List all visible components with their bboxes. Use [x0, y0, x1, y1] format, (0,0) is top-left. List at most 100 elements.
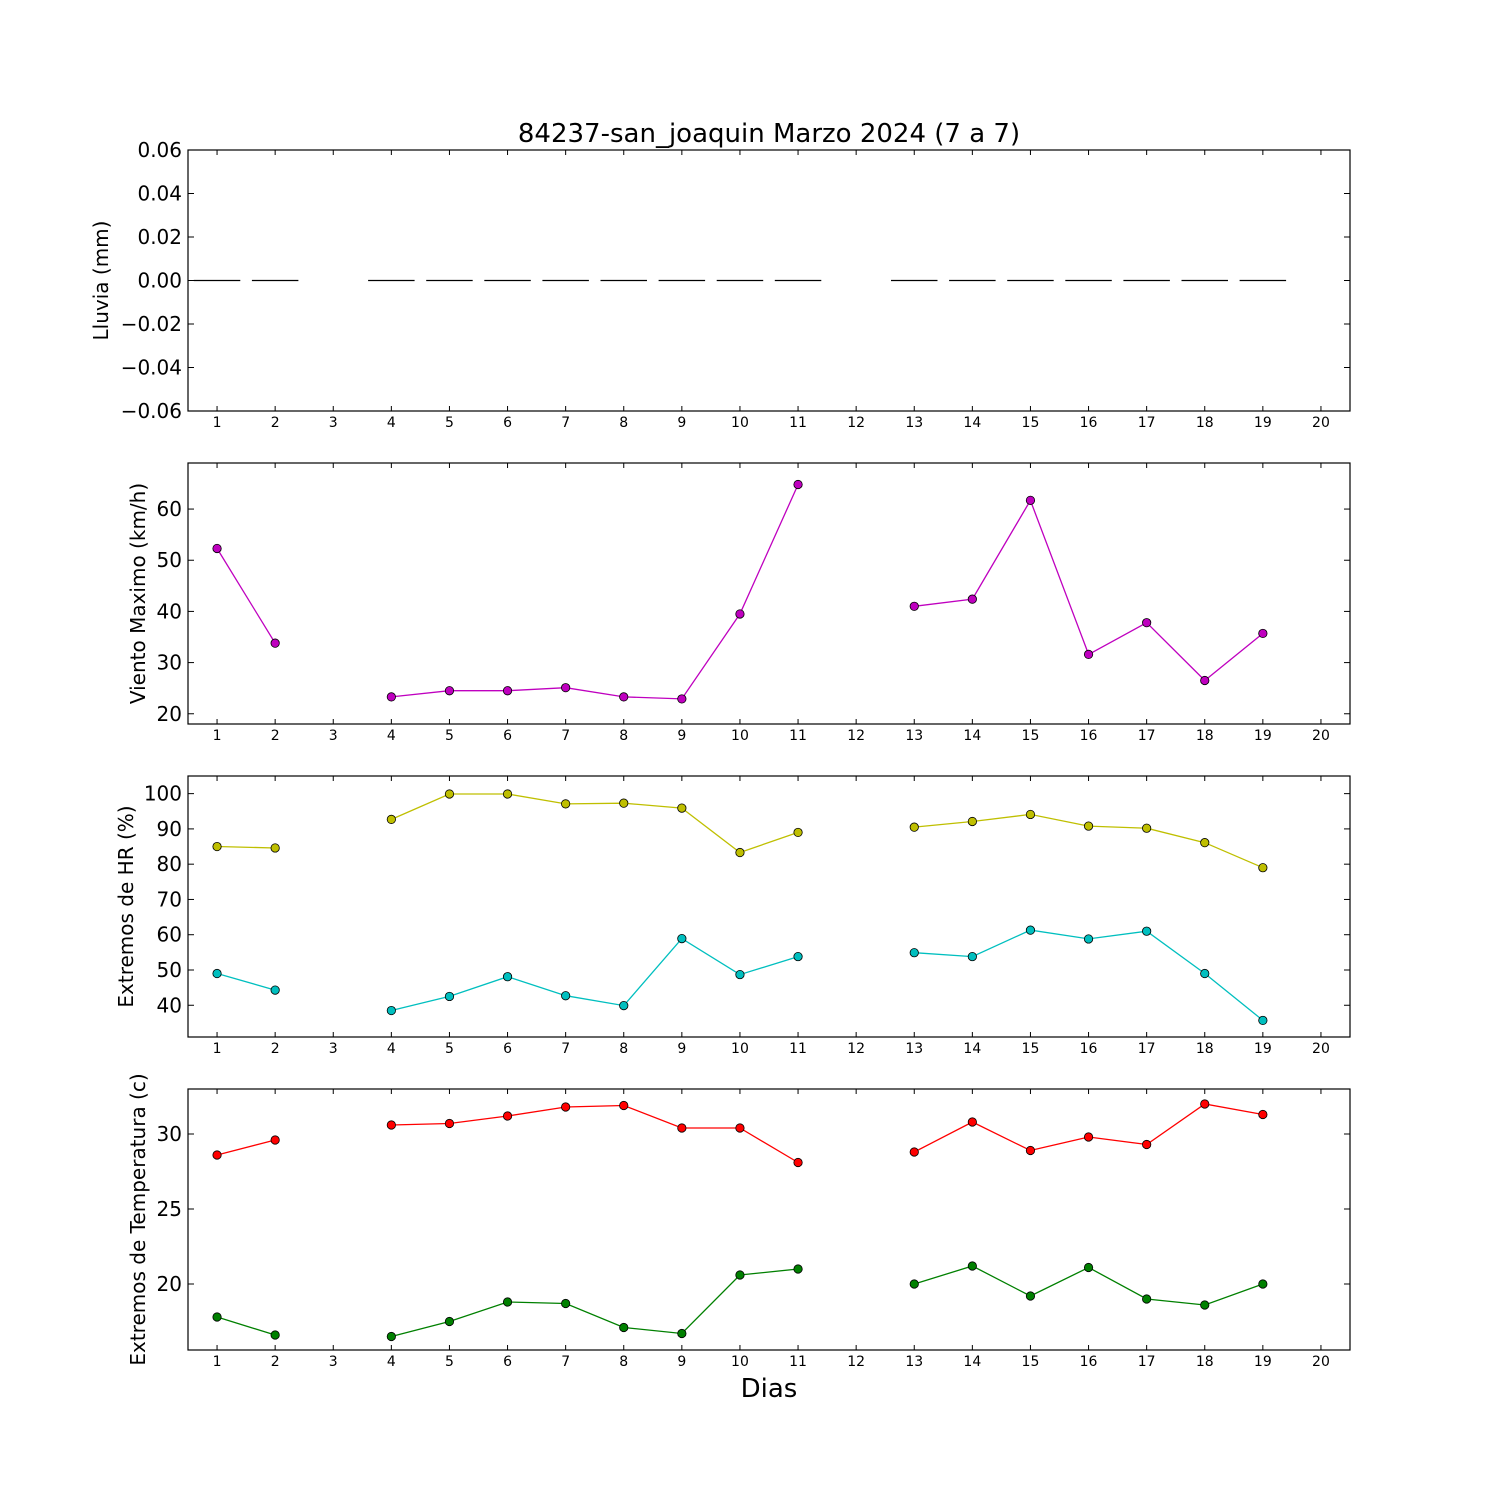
- data-point-series-2-day-15: [1025, 1291, 1036, 1301]
- x-tick-label: 18: [1196, 415, 1214, 431]
- x-tick-label: 17: [1138, 728, 1156, 744]
- data-point-series-2-day-4: [386, 1005, 396, 1016]
- data-point-series-1-day-8: [619, 1100, 629, 1111]
- data-point-series-1-day-19: [1258, 628, 1268, 639]
- x-tick-label: 2: [271, 728, 280, 744]
- panel-4-marks: [212, 1099, 1268, 1342]
- panel-4: 1 2 3 4 5 6 7 8 9 10 11 12 13 14 15 16 17 18 19 20202530Ext…: [126, 1073, 1351, 1404]
- figure-title: 84237-san_joaquin Marzo 2024 (7 a 7): [518, 119, 1020, 149]
- data-point-series-2-day-17: [1142, 1294, 1152, 1304]
- data-point-series-1-day-4: [386, 1120, 396, 1130]
- data-point-series-2-day-14: [967, 951, 977, 962]
- x-tick-label: 6: [503, 1041, 512, 1057]
- data-point-series-1-day-16: [1083, 821, 1094, 831]
- series-line-2-segment-2: [391, 1268, 799, 1338]
- data-point-series-2-day-13: [909, 948, 919, 958]
- data-point-series-1-day-2: [270, 843, 280, 853]
- x-tick-label: 11: [789, 728, 807, 744]
- y-tick-label: −0.04: [121, 356, 182, 380]
- y-tick-label: 100: [144, 782, 182, 806]
- plot-frame: [187, 1088, 1351, 1351]
- y-tick-label: 0.04: [137, 182, 182, 206]
- data-point-series-1-day-15: [1025, 1145, 1036, 1156]
- plot-frame: [187, 462, 1351, 725]
- data-point-series-1-day-17: [1142, 618, 1152, 628]
- x-tick-label: 12: [847, 415, 865, 431]
- x-tick-label: 9: [677, 415, 686, 431]
- x-tick-label: 11: [789, 1041, 807, 1057]
- panel-1: 1 2 3 4 5 6 7 8 9 10 11 12 13 14 15 16 17 18 19 20−0.06−0.0…: [89, 138, 1351, 431]
- y-tick-label: 90: [157, 817, 182, 841]
- data-point-series-1-day-5: [444, 789, 455, 799]
- series-line-1-segment-1: [216, 548, 276, 644]
- x-tick-label: 6: [503, 415, 512, 431]
- data-point-series-1-day-5: [444, 1118, 455, 1129]
- x-tick-label: 1: [213, 415, 222, 431]
- data-point-series-1-day-18: [1200, 838, 1210, 848]
- x-tick-label: 16: [1080, 728, 1098, 744]
- x-tick-label: 7: [561, 728, 570, 744]
- x-tick-label: 20: [1312, 1041, 1330, 1057]
- y-tick-label: 0.00: [137, 269, 182, 293]
- x-tick-label: 9: [677, 728, 686, 744]
- data-point-series-2-day-2: [270, 985, 280, 995]
- x-tick-label: 6: [503, 728, 512, 744]
- y-tick-label: 20: [157, 1272, 182, 1296]
- x-tick-label: 2: [271, 415, 280, 431]
- panel-3-marks: [212, 789, 1268, 1026]
- data-point-series-1-day-15: [1025, 809, 1036, 820]
- x-tick-label: 13: [905, 1354, 923, 1370]
- y-tick-label: 40: [157, 599, 182, 623]
- data-point-series-2-day-18: [1200, 1300, 1210, 1310]
- data-point-series-2-day-10: [735, 969, 745, 980]
- data-point-series-1-day-6: [502, 1111, 513, 1121]
- data-point-series-1-day-15: [1025, 495, 1036, 505]
- data-point-series-2-day-10: [735, 1270, 745, 1280]
- x-tick-label: 18: [1196, 728, 1214, 744]
- data-point-series-1-day-10: [735, 847, 745, 858]
- x-tick-label: 18: [1196, 1041, 1214, 1057]
- x-tick-label: 18: [1196, 1354, 1214, 1370]
- x-tick-label: 20: [1312, 728, 1330, 744]
- data-point-series-1-day-7: [561, 683, 571, 693]
- x-tick-label: 9: [677, 1354, 686, 1370]
- x-tick-label: 3: [329, 728, 338, 744]
- data-point-series-1-day-8: [619, 692, 629, 702]
- y-axis-label: Extremos de Temperatura (c): [126, 1073, 150, 1365]
- x-tick-label: 19: [1254, 1041, 1272, 1057]
- data-point-series-2-day-4: [386, 1331, 396, 1342]
- x-tick-label: 13: [905, 415, 923, 431]
- data-point-series-2-day-16: [1083, 934, 1094, 944]
- data-point-series-2-day-1: [212, 968, 222, 979]
- panel-2: 1 2 3 4 5 6 7 8 9 10 11 12 13 14 15 16 17 18 19 20203040506…: [126, 462, 1351, 744]
- data-point-series-1-day-2: [270, 1135, 280, 1145]
- data-point-series-2-day-13: [909, 1279, 919, 1289]
- data-point-series-1-day-18: [1200, 675, 1210, 686]
- x-tick-label: 3: [329, 1354, 338, 1370]
- x-tick-label: 14: [963, 728, 981, 744]
- y-axis-label: Viento Maximo (km/h): [126, 483, 150, 704]
- x-tick-label: 2: [271, 1354, 280, 1370]
- x-tick-label: 5: [445, 1354, 454, 1370]
- data-point-series-1-day-16: [1083, 649, 1094, 660]
- plot-frame: [187, 775, 1351, 1038]
- data-point-series-1-day-14: [967, 816, 977, 827]
- x-tick-label: 4: [387, 728, 396, 744]
- x-tick-label: 5: [445, 1041, 454, 1057]
- x-tick-label: 1: [213, 1354, 222, 1370]
- data-point-series-1-day-9: [677, 803, 687, 813]
- x-tick-label: 12: [847, 1354, 865, 1370]
- y-tick-label: −0.06: [121, 399, 182, 423]
- y-tick-label: 50: [157, 958, 182, 982]
- x-tick-label: 7: [561, 1354, 570, 1370]
- x-tick-label: 19: [1254, 415, 1272, 431]
- x-tick-label: 15: [1022, 415, 1040, 431]
- data-point-series-1-day-16: [1083, 1132, 1094, 1142]
- x-tick-label: 11: [789, 415, 807, 431]
- data-point-series-2-day-11: [793, 1264, 803, 1274]
- panel-3: 1 2 3 4 5 6 7 8 9 10 11 12 13 14 15 16 17 18 19 20405060708…: [114, 775, 1351, 1057]
- y-tick-label: 30: [157, 651, 182, 675]
- data-point-series-2-day-9: [677, 1328, 687, 1339]
- y-tick-label: 0.06: [137, 138, 182, 162]
